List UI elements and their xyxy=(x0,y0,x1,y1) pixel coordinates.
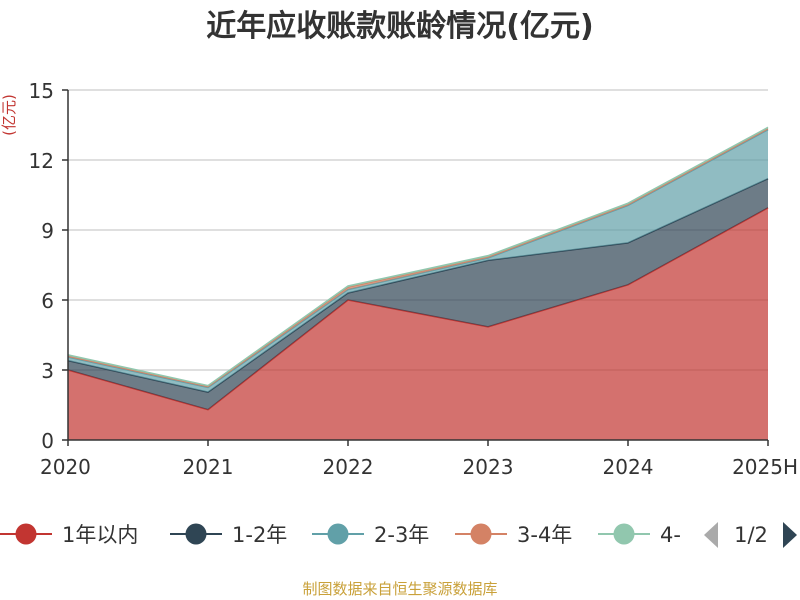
legend-item-1[interactable]: 1年以内 xyxy=(0,523,138,547)
x-tick-label: 2022 xyxy=(323,455,374,479)
x-tick-label: 2023 xyxy=(463,455,514,479)
axes xyxy=(62,89,769,446)
x-tick-label: 2025H xyxy=(732,455,798,479)
legend-label: 1-2年 xyxy=(232,523,287,547)
area-series-1 xyxy=(68,207,768,440)
legend-label: 3-4年 xyxy=(517,523,572,547)
area-series-2 xyxy=(68,178,768,410)
y-tick-label: 12 xyxy=(29,149,54,173)
legend-item-3[interactable]: 2-3年 xyxy=(312,523,429,547)
y-tick-label: 0 xyxy=(41,429,54,453)
legend-item-2[interactable]: 1-2年 xyxy=(170,523,287,547)
data-source-note: 制图数据来自恒生聚源数据库 xyxy=(302,580,497,598)
x-tick-label: 2024 xyxy=(603,455,654,479)
y-tick-label: 6 xyxy=(41,289,54,313)
legend-circle-icon xyxy=(185,523,207,545)
chart-title: 近年应收账款账龄情况(亿元) xyxy=(206,9,593,44)
y-tick-label: 3 xyxy=(41,359,54,383)
legend-circle-icon xyxy=(15,523,37,545)
legend-next-icon[interactable] xyxy=(783,522,797,548)
x-tick-label: 2020 xyxy=(40,455,91,479)
legend-item-5[interactable]: 4- xyxy=(598,523,681,547)
y-tick-label: 15 xyxy=(29,79,54,103)
y-tick-label: 9 xyxy=(41,219,54,243)
legend-circle-icon xyxy=(613,523,635,545)
legend-item-4[interactable]: 3-4年 xyxy=(455,523,572,547)
y-tick-labels: 0 3 6 9 12 15 xyxy=(29,79,54,453)
legend-prev-icon[interactable] xyxy=(704,522,718,548)
legend-circle-icon xyxy=(470,523,492,545)
legend-label: 4- xyxy=(660,523,681,547)
legend: 1年以内 1-2年 2-3年 3-4年 4- xyxy=(0,523,681,547)
legend-label: 2-3年 xyxy=(374,523,429,547)
series-line-5 xyxy=(67,126,769,387)
legend-circle-icon xyxy=(327,523,349,545)
legend-page-indicator: 1/2 xyxy=(734,523,768,547)
x-tick-labels: 2020 2021 2022 2023 2024 2025H xyxy=(40,455,798,479)
area-series xyxy=(67,126,769,440)
legend-label: 1年以内 xyxy=(62,523,138,547)
y-axis-unit-label: (亿元) xyxy=(0,94,18,136)
x-tick-label: 2021 xyxy=(183,455,234,479)
